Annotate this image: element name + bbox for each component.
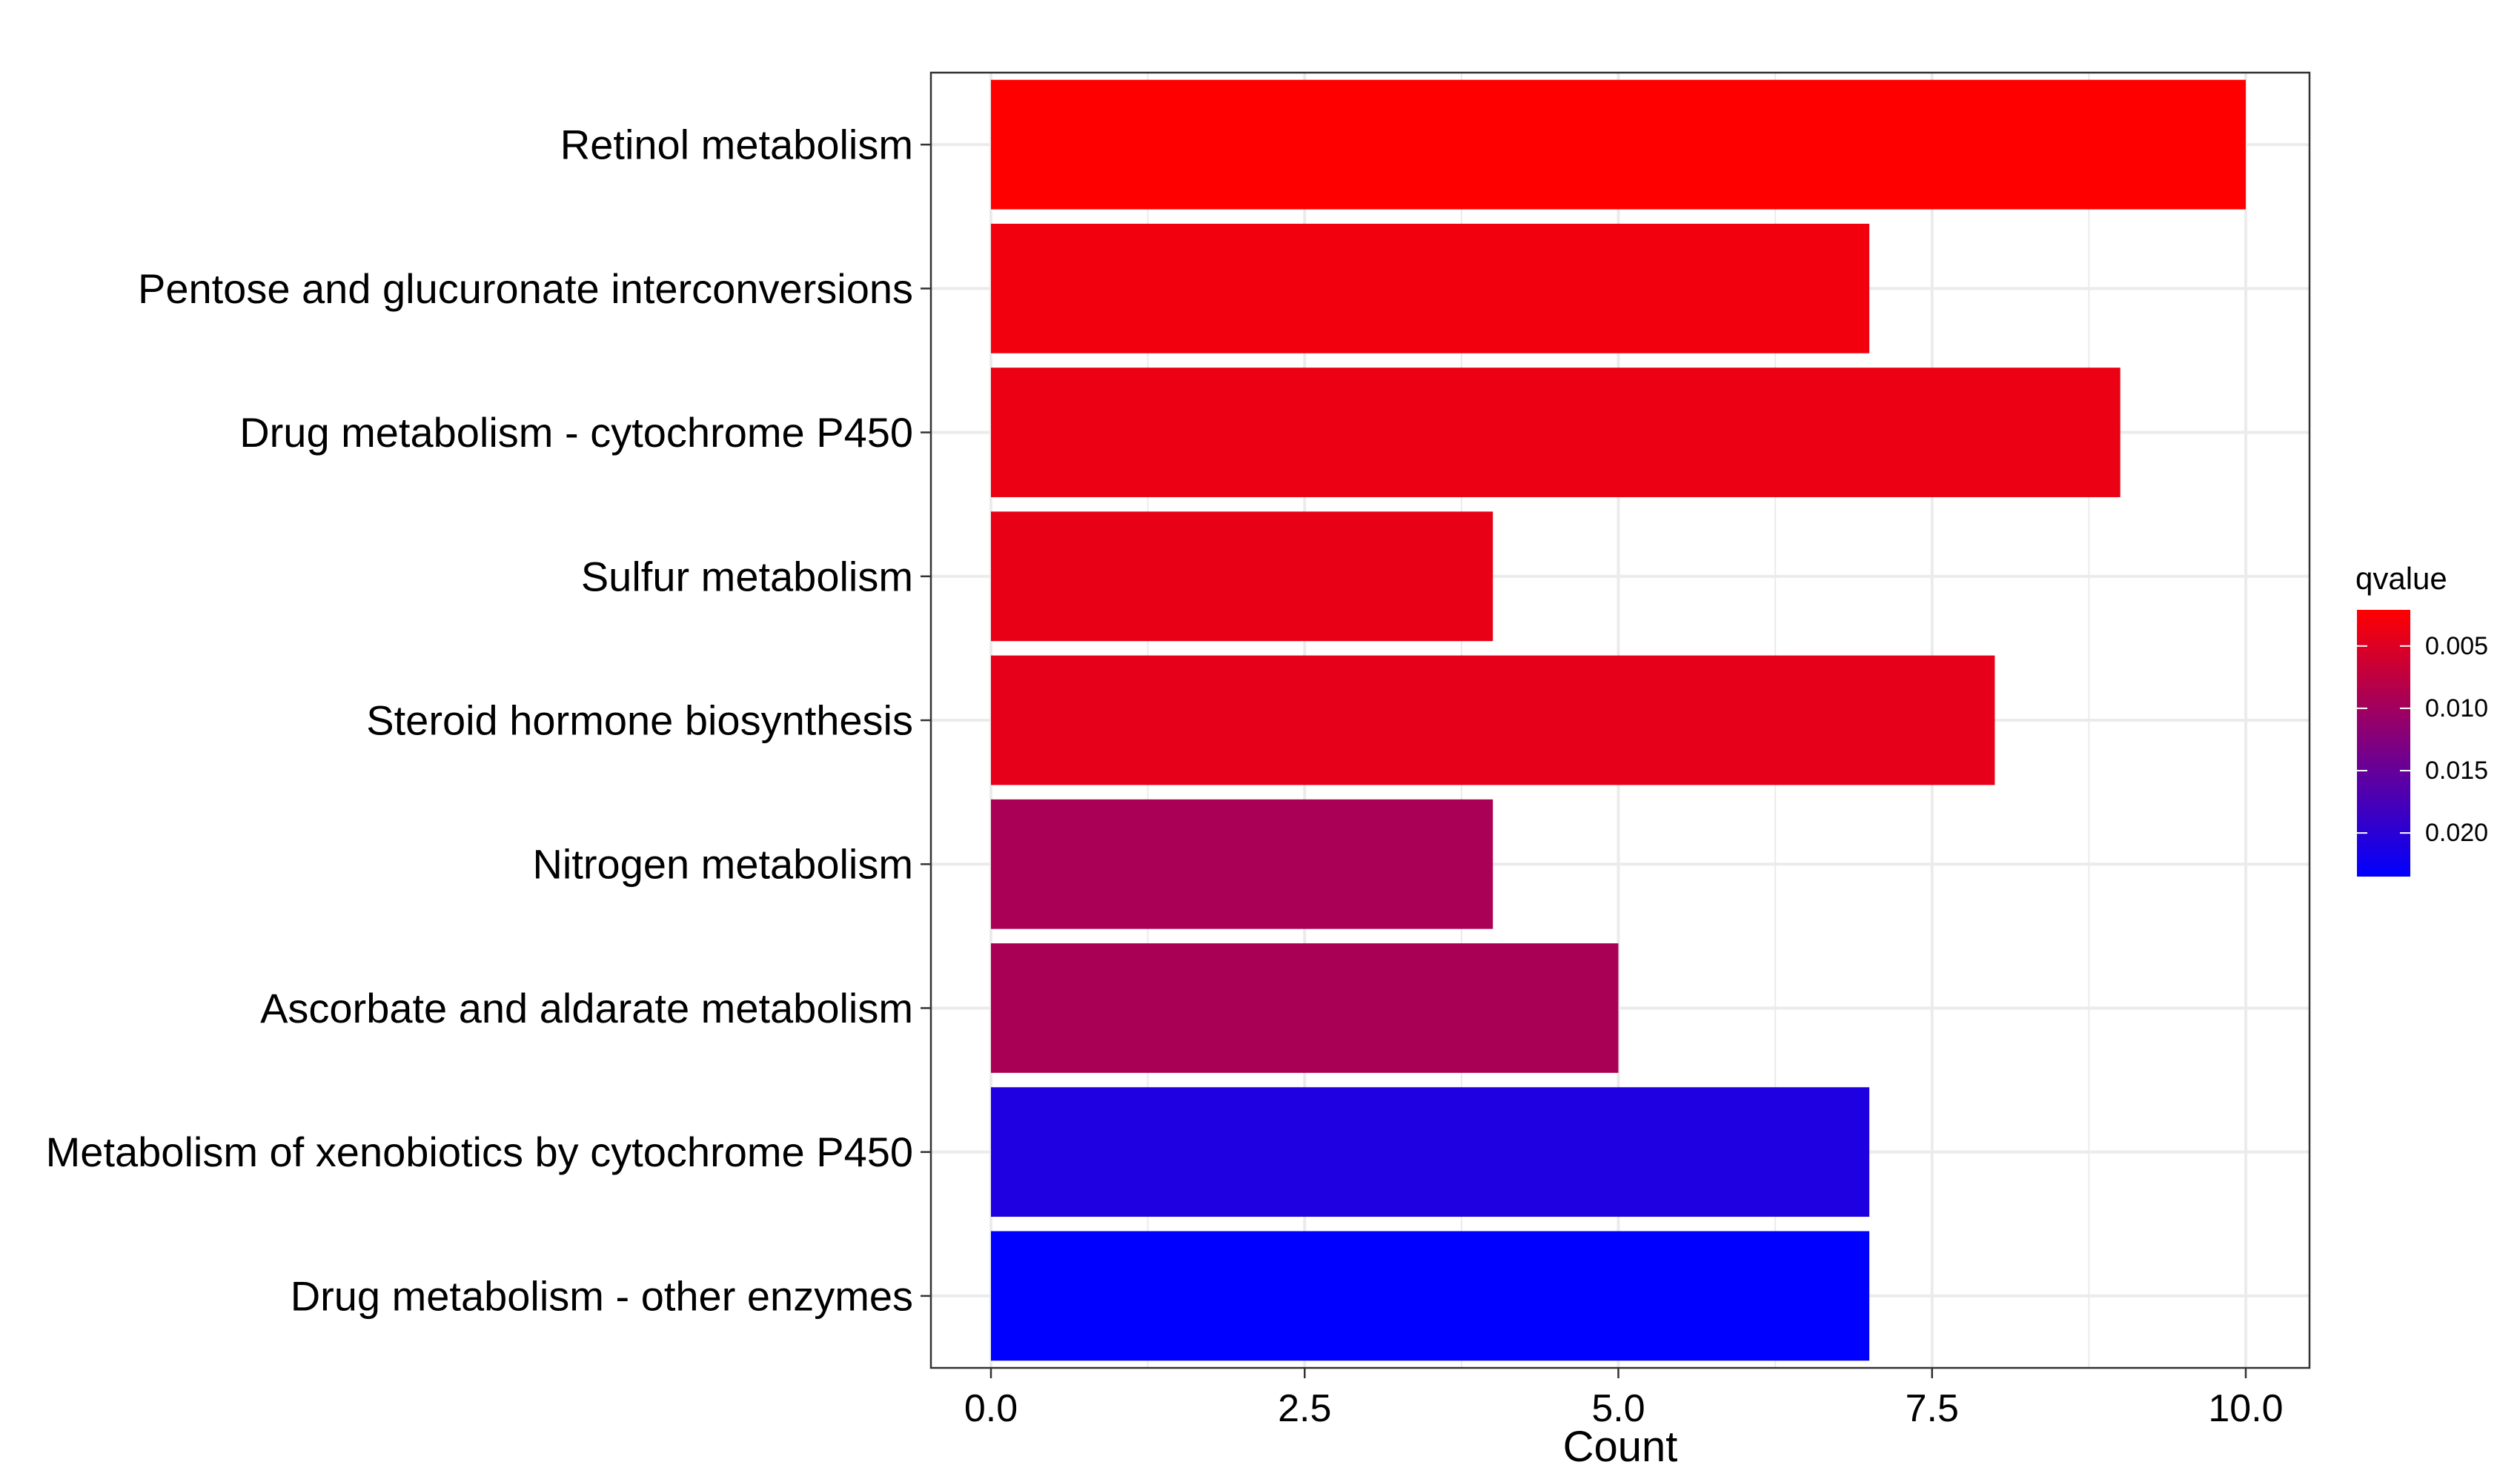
- category-label: Drug metabolism - other enzymes: [291, 1272, 913, 1319]
- x-tick-label: 2.5: [1278, 1387, 1331, 1430]
- bar-9: [991, 1231, 1870, 1361]
- bar-1: [991, 79, 2246, 210]
- y-axis: Retinol metabolism Pentose and glucuronat…: [46, 122, 931, 1319]
- legend-tick-label: 0.010: [2425, 694, 2488, 722]
- legend-tick-label: 0.020: [2425, 819, 2488, 847]
- x-tick-label: 7.5: [1906, 1387, 1959, 1430]
- category-label: Steroid hormone biosynthesis: [366, 697, 913, 744]
- category-label: Metabolism of xenobiotics by cytochrome …: [46, 1129, 913, 1175]
- legend-colorbar: [2357, 610, 2410, 877]
- legend-title: qvalue: [2355, 561, 2447, 596]
- x-tick-label: 10.0: [2208, 1387, 2283, 1430]
- x-axis-title: Count: [1563, 1423, 1678, 1471]
- bar-2: [991, 223, 1870, 353]
- bar-6: [991, 799, 1493, 929]
- category-label: Drug metabolism - cytochrome P450: [239, 409, 913, 456]
- category-label: Pentose and glucuronate interconversions: [138, 265, 913, 312]
- bars: [991, 79, 2246, 1361]
- category-label: Ascorbate and aldarate metabolism: [260, 985, 913, 1031]
- category-label: Retinol metabolism: [560, 122, 913, 168]
- legend-tick-label: 0.015: [2425, 757, 2488, 785]
- category-label: Sulfur metabolism: [581, 553, 913, 599]
- legend-ticks: 0.005 0.010 0.015 0.020: [2357, 632, 2488, 847]
- bar-5: [991, 655, 1995, 785]
- x-tick-label: 0.0: [964, 1387, 1018, 1430]
- x-axis: 0.0 2.5 5.0 7.5 10.0: [964, 1368, 2284, 1430]
- bar-3: [991, 368, 2121, 497]
- bar-7: [991, 943, 1619, 1073]
- category-label: Nitrogen metabolism: [532, 841, 913, 888]
- bar-4: [991, 511, 1493, 642]
- bar-8: [991, 1087, 1870, 1217]
- color-legend: qvalue 0.005 0.010 0.015 0.020: [2355, 561, 2488, 877]
- legend-tick-label: 0.005: [2425, 632, 2488, 660]
- x-tick-label: 5.0: [1591, 1387, 1645, 1430]
